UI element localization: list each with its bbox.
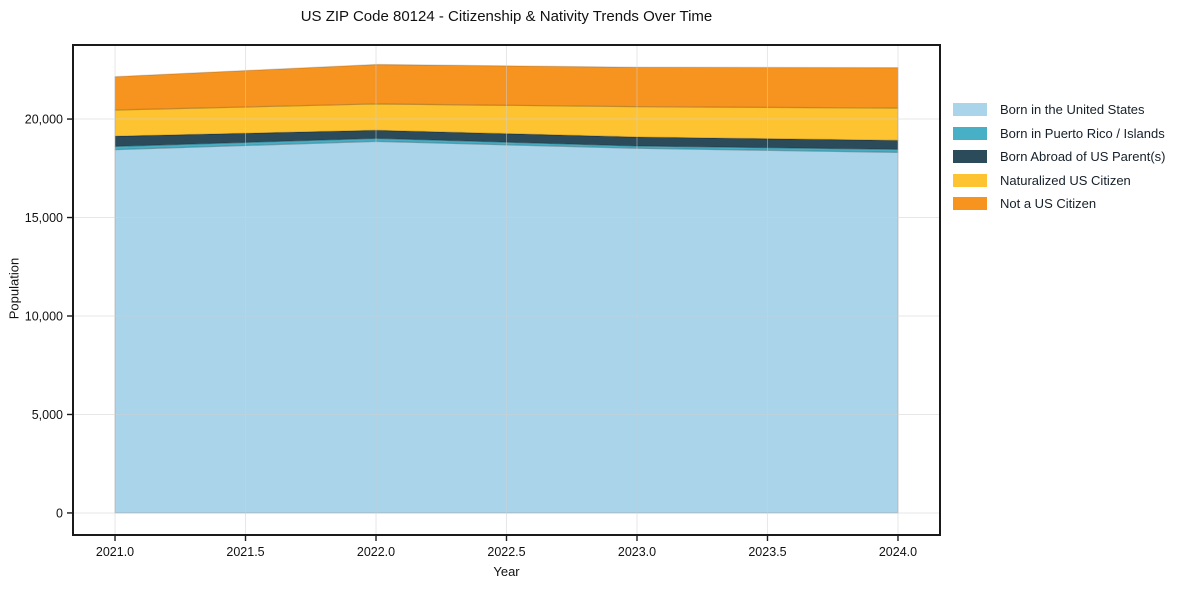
- x-tick-label: 2022.5: [487, 545, 525, 559]
- y-tick-label: 15,000: [25, 211, 63, 225]
- x-tick-label: 2021.0: [96, 545, 134, 559]
- x-axis-label: Year: [493, 564, 520, 579]
- legend-label: Born in the United States: [1000, 102, 1145, 117]
- legend-item-naturalized-us-citizen: Naturalized US Citizen: [953, 172, 1165, 188]
- y-tick-label: 20,000: [25, 113, 63, 127]
- legend-swatch: [953, 150, 987, 163]
- legend-label: Born Abroad of US Parent(s): [1000, 149, 1166, 164]
- x-tick-label: 2023.0: [618, 545, 656, 559]
- y-tick-label: 5,000: [32, 408, 63, 422]
- legend-item-not-a-us-citizen: Not a US Citizen: [953, 197, 1165, 210]
- x-tick-label: 2022.0: [357, 545, 395, 559]
- legend-swatch: [953, 126, 987, 140]
- y-tick-label: 0: [56, 506, 63, 520]
- legend: Born in the United States Born in Puerto …: [953, 103, 1165, 210]
- legend-item-born-abroad-of-us-parent-s: Born Abroad of US Parent(s): [953, 150, 1165, 163]
- x-tick-label: 2021.5: [226, 545, 264, 559]
- legend-swatch: [953, 173, 987, 187]
- chart-title: US ZIP Code 80124 - Citizenship & Nativi…: [300, 8, 713, 25]
- legend-item-born-in-puerto-rico-islands: Born in Puerto Rico / Islands: [953, 125, 1165, 141]
- legend-swatch: [953, 197, 987, 210]
- legend-swatch: [953, 103, 987, 116]
- legend-label: Naturalized US Citizen: [1000, 172, 1131, 188]
- legend-label: Born in Puerto Rico / Islands: [1000, 125, 1165, 141]
- x-tick-label: 2024.0: [879, 545, 917, 559]
- y-tick-label: 10,000: [25, 309, 63, 323]
- legend-item-born-in-the-united-states: Born in the United States: [953, 103, 1165, 116]
- x-tick-label: 2023.5: [748, 545, 786, 559]
- legend-label: Not a US Citizen: [1000, 196, 1097, 211]
